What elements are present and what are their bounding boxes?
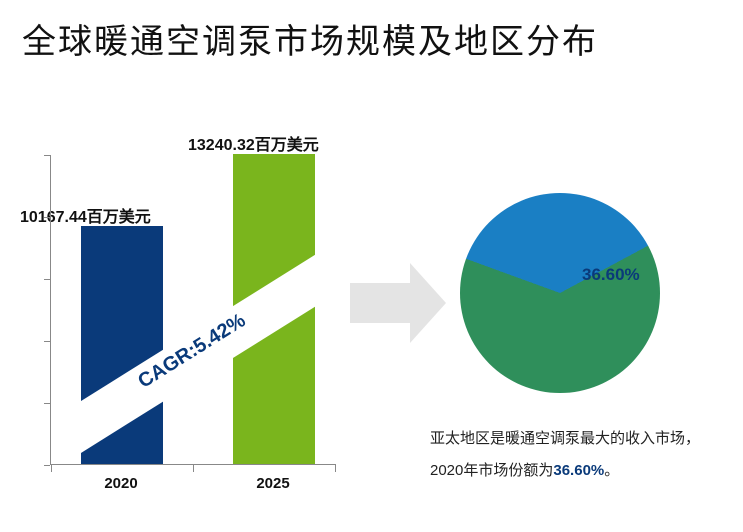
page-title: 全球暖通空调泵市场规模及地区分布: [0, 0, 743, 63]
bar-chart: 10167.44百万美元 13240.32百万美元 CAGR:5.42% 202…: [20, 93, 350, 493]
x-label-2020: 2020: [81, 475, 161, 492]
bar-value-label-2025: 13240.32百万美元: [188, 131, 319, 155]
pie-slice-label: 36.60%: [582, 265, 640, 285]
arrow-icon: [350, 263, 450, 358]
pie-chart: 36.60%: [460, 193, 660, 393]
caption-suffix: 。: [604, 462, 619, 479]
caption-text: 亚太地区是暖通空调泵最大的收入市场，2020年市场份额为36.60%。: [430, 423, 730, 486]
bar-plot-area: CAGR:5.42%: [50, 155, 335, 465]
caption-emph: 36.60%: [553, 462, 604, 479]
content-area: 10167.44百万美元 13240.32百万美元 CAGR:5.42% 202…: [0, 63, 743, 523]
pie-body: [460, 193, 660, 393]
x-label-2025: 2025: [233, 475, 313, 492]
